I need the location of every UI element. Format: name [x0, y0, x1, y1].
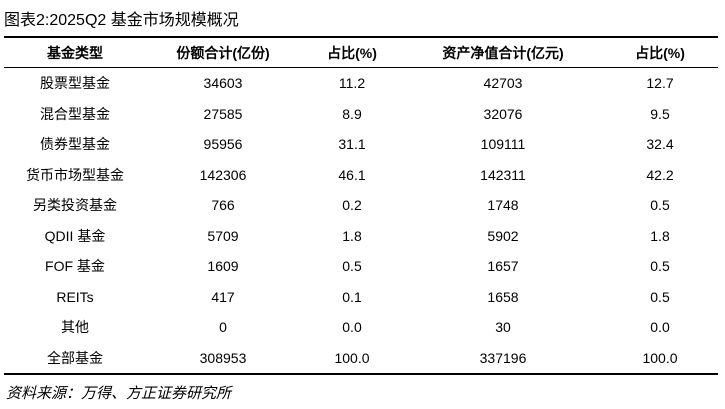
header-cell: 份额合计(亿份)	[146, 37, 300, 68]
table-cell: 46.1	[338, 166, 366, 183]
title: 图表2:2025Q2 基金市场规模概况	[4, 12, 239, 29]
table-cell: 5902	[487, 227, 519, 244]
table-cell: 31.1	[338, 136, 366, 153]
table-cell: 全部基金	[47, 349, 103, 366]
table-cell: 8.9	[342, 105, 362, 122]
header-cell: 占比(%)	[300, 37, 404, 68]
table-cell: 1658	[487, 288, 519, 305]
table-body: 股票型基金 34603 11.2 42703 12.7 混合型基金 27585 8.9 3207…	[4, 68, 718, 375]
table-cell: 0.2	[342, 197, 362, 214]
table-cell: 12.7	[646, 75, 674, 92]
table-cell: 债券型基金	[40, 136, 110, 153]
table-row: 另类投资基金 766 0.2 1748 0.5	[4, 190, 718, 221]
table: 基金类型 份额合计(亿份) 占比(%) 资产净值合计(亿元) 占比(%) 股票型基金 34…	[4, 36, 718, 375]
table-cell: 42703	[483, 75, 523, 92]
table-cell: 1.8	[650, 227, 670, 244]
table-cell: 142311	[480, 166, 526, 183]
source-note: 资料来源：万得、方正证券研究所	[6, 385, 232, 402]
table-cell: 109111	[480, 136, 526, 153]
header-cell: 占比(%)	[602, 37, 718, 68]
table-cell: 337196	[479, 349, 527, 366]
table-cell: 142306	[199, 166, 247, 183]
header-row: 基金类型 份额合计(亿份) 占比(%) 资产净值合计(亿元) 占比(%)	[4, 37, 718, 68]
table-row: 混合型基金 27585 8.9 32076 9.5	[4, 99, 718, 130]
table-row: 债券型基金 95956 31.1 109111 32.4	[4, 129, 718, 160]
table-cell: FOF 基金	[45, 258, 105, 275]
table-row: 股票型基金 34603 11.2 42703 12.7	[4, 68, 718, 99]
header-cell: 基金类型	[4, 37, 146, 68]
table-cell: 1609	[207, 258, 239, 275]
table-cell: 货币市场型基金	[26, 166, 124, 183]
table-cell: 0.0	[650, 319, 670, 336]
table-cell: 1748	[487, 197, 519, 214]
table-cell: 0.5	[650, 288, 670, 305]
table-cell: REITs	[56, 288, 94, 305]
table-cell: 32.4	[646, 136, 674, 153]
table-cell: 9.5	[650, 105, 670, 122]
table-cell: 417	[211, 288, 235, 305]
table-row: REITs 417 0.1 1658 0.5	[4, 282, 718, 313]
table-cell: QDII 基金	[44, 227, 106, 244]
table-cell: 0.5	[650, 258, 670, 275]
header-cell: 资产净值合计(亿元)	[404, 37, 602, 68]
table-row: QDII 基金 5709 1.8 5902 1.8	[4, 221, 718, 252]
table-cell: 混合型基金	[40, 105, 110, 122]
table-cell: 32076	[483, 105, 523, 122]
table-cell: 0.0	[342, 319, 362, 336]
table-cell: 766	[211, 197, 235, 214]
table-row: FOF 基金 1609 0.5 1657 0.5	[4, 251, 718, 282]
table-cell: 0	[219, 319, 227, 336]
table-cell: 其他	[61, 319, 89, 336]
table-cell: 95956	[203, 136, 243, 153]
table-cell: 34603	[203, 75, 243, 92]
table-cell: 股票型基金	[40, 75, 110, 92]
table-cell: 5709	[207, 227, 239, 244]
table-cell: 另类投资基金	[33, 197, 117, 214]
table-row: 货币市场型基金 142306 46.1 142311 42.2	[4, 160, 718, 191]
table-cell: 30	[495, 319, 511, 336]
table-cell: 42.2	[646, 166, 674, 183]
table-cell: 27585	[203, 105, 243, 122]
table-cell: 0.5	[342, 258, 362, 275]
table-cell: 1.8	[342, 227, 362, 244]
table-cell: 0.1	[342, 288, 362, 305]
table-cell: 100.0	[334, 349, 370, 366]
table-cell: 1657	[487, 258, 519, 275]
table-cell: 308953	[199, 349, 247, 366]
table-cell: 0.5	[650, 197, 670, 214]
table-cell: 100.0	[642, 349, 678, 366]
table-row: 其他 0 0.0 30 0.0	[4, 312, 718, 343]
table-row: 全部基金 308953 100.0 337196 100.0	[4, 343, 718, 375]
table-cell: 11.2	[338, 75, 366, 92]
